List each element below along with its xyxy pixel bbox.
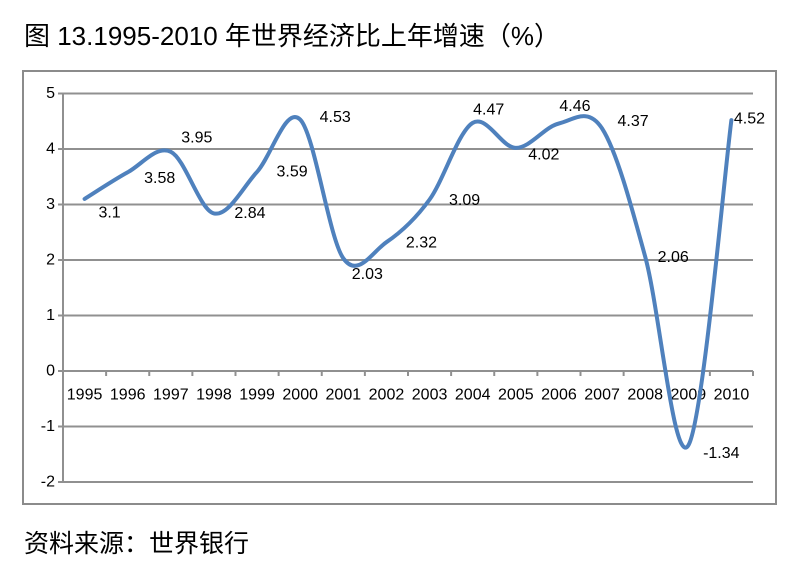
data-label: 3.09 [449, 192, 480, 209]
y-tick-label: 1 [46, 307, 55, 324]
x-tick-label: 1999 [239, 387, 275, 404]
data-label: 4.46 [559, 98, 590, 115]
x-tick-label: 2008 [627, 387, 663, 404]
data-label: 3.95 [181, 129, 212, 146]
y-tick-label: 5 [46, 85, 55, 102]
x-tick-label: 1997 [153, 387, 189, 404]
x-axis-labels: 1995 1996 1997 1998 1999 2000 2001 2002 2003 2004… [67, 387, 750, 404]
data-label: 3.1 [98, 204, 120, 221]
x-tick-label: 2006 [541, 387, 577, 404]
x-tick-label: 2005 [498, 387, 534, 404]
x-tick-label: 2002 [369, 387, 405, 404]
y-tick-label: 3 [46, 196, 55, 213]
x-tick-label: 2007 [584, 387, 620, 404]
x-tick-label: 1995 [67, 387, 103, 404]
data-label: 3.58 [144, 170, 175, 187]
data-label: 2.84 [234, 205, 265, 222]
x-tick-label: 1998 [196, 387, 232, 404]
x-tick-label: 2003 [412, 387, 448, 404]
y-tick-label: 4 [46, 141, 55, 158]
data-label: -1.34 [703, 445, 740, 462]
x-tick-label: 2000 [282, 387, 318, 404]
chart-title: 图 13.1995-2010 年世界经济比上年增速（%） [24, 21, 561, 51]
data-label: 2.06 [658, 249, 689, 266]
x-tick-label: 1996 [110, 387, 146, 404]
x-tick-label: 2001 [326, 387, 362, 404]
data-label: 4.02 [528, 146, 559, 163]
y-tick-label: 0 [46, 363, 55, 380]
data-label: 4.53 [320, 109, 351, 126]
series-line [82, 114, 734, 450]
x-tick-label: 2004 [455, 387, 491, 404]
data-labels: 3.1 3.58 3.95 2.84 3.59 4.53 2.03 2.32 3.09 4.47 4… [98, 98, 765, 462]
y-tick-label: 2 [46, 252, 55, 269]
data-label: 3.59 [276, 163, 307, 180]
y-axis-labels: 5 4 3 2 1 0 -1 -2 [41, 85, 55, 491]
data-label: 2.03 [352, 266, 383, 283]
source-note: 资料来源：世界银行 [24, 530, 250, 558]
chart-box: 5 4 3 2 1 0 -1 -2 1995 1996 1997 1998 1999 2000 2001 20… [22, 70, 777, 505]
data-label: 4.37 [617, 113, 648, 130]
y-tick-label: -1 [41, 418, 55, 435]
data-label: 2.32 [406, 235, 437, 252]
data-label: 4.47 [473, 101, 504, 118]
x-tick-label: 2010 [714, 387, 750, 404]
data-label: 4.52 [734, 111, 765, 128]
x-axis-ticks [62, 371, 754, 376]
y-tick-label: -2 [41, 474, 55, 491]
line-chart: 5 4 3 2 1 0 -1 -2 1995 1996 1997 1998 1999 2000 2001 20… [41, 85, 765, 491]
